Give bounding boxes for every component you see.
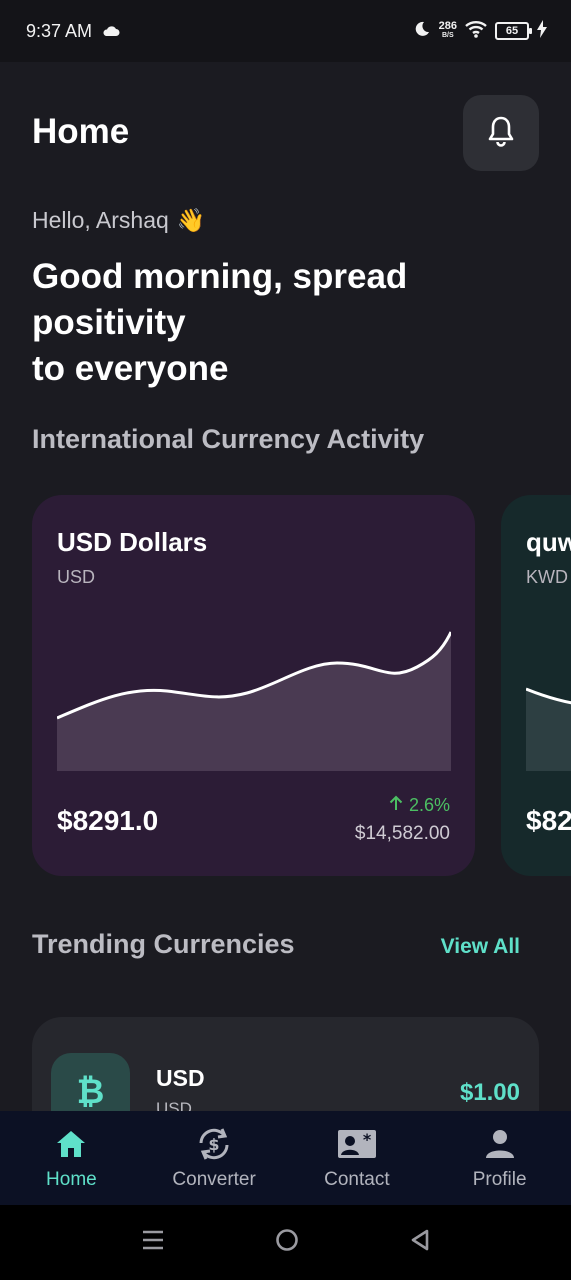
- battery-level: 65: [505, 25, 519, 37]
- headline-line-2: positivity: [32, 303, 186, 342]
- back-icon[interactable]: [409, 1228, 431, 1257]
- card-total: $14,582.00: [354, 823, 450, 844]
- page-title: Home: [32, 112, 130, 151]
- view-all-link[interactable]: View All: [440, 935, 520, 958]
- nav-label: Profile: [472, 1169, 527, 1190]
- nav-contact[interactable]: * Contact: [287, 1125, 427, 1191]
- card-code: KWD: [526, 567, 568, 587]
- wave-emoji: 👋: [176, 207, 206, 233]
- card-code: USD: [57, 567, 96, 587]
- item-price: $1.00: [459, 1079, 520, 1106]
- status-right: 286 B/S 65: [413, 19, 547, 43]
- status-left: 9:37 AM: [26, 21, 120, 42]
- headline: Good morning, spread positivity to every…: [32, 254, 532, 392]
- card-value: $8291.0: [526, 805, 571, 836]
- svg-text:*: *: [363, 1130, 372, 1149]
- notification-button[interactable]: [463, 95, 539, 171]
- nav-label: Contact: [324, 1169, 390, 1190]
- card-name: quwait: [526, 527, 571, 557]
- nav-label: Converter: [172, 1169, 256, 1190]
- card-change-value: 2.6%: [408, 795, 450, 815]
- greeting-text: Hello, Arshaq: [32, 207, 169, 233]
- profile-icon: [485, 1125, 515, 1163]
- nav-label: Home: [46, 1169, 97, 1190]
- moon-icon: [413, 20, 431, 43]
- net-speed-unit: B/S: [441, 32, 454, 39]
- trending-title: Trending Currencies: [32, 929, 295, 959]
- nav-converter[interactable]: $ Converter: [144, 1125, 284, 1191]
- wifi-icon: [465, 20, 487, 43]
- card-value: $8291.0: [57, 805, 159, 836]
- currency-card-kwd[interactable]: quwait KWD $8291.0: [501, 495, 571, 876]
- nav-home[interactable]: Home: [1, 1125, 141, 1191]
- card-sparkline: [57, 631, 451, 771]
- greeting: Hello, Arshaq 👋: [32, 207, 205, 234]
- currency-card-usd[interactable]: USD Dollars USD $8291.0 2.6% $14,582.00: [32, 495, 475, 876]
- nav-profile[interactable]: Profile: [430, 1125, 570, 1191]
- headline-line-1: Good morning, spread: [32, 257, 408, 296]
- system-nav-bar: [0, 1205, 571, 1280]
- network-speed: 286 B/S: [439, 21, 457, 41]
- contact-icon: *: [337, 1125, 377, 1163]
- arrow-up-icon: [389, 795, 403, 816]
- status-time: 9:37 AM: [26, 20, 93, 41]
- battery-icon: 65: [495, 22, 532, 40]
- net-speed-value: 286: [438, 20, 457, 32]
- card-sparkline: [526, 687, 571, 771]
- card-change: 2.6%: [389, 795, 450, 816]
- home-icon: [55, 1125, 87, 1163]
- status-bar: 9:37 AM 286 B/S 65: [0, 0, 571, 62]
- item-name: USD: [156, 1065, 205, 1091]
- bell-icon: [486, 115, 516, 152]
- svg-text:$: $: [209, 1135, 220, 1154]
- headline-line-3: to everyone: [32, 349, 229, 388]
- charging-icon: [537, 19, 547, 43]
- card-name: USD Dollars: [57, 527, 208, 557]
- menu-icon[interactable]: [141, 1229, 165, 1256]
- cloud-icon: [102, 21, 120, 42]
- currency-section-title: International Currency Activity: [32, 424, 425, 454]
- bottom-nav: Home $ Converter * Contact: [0, 1111, 571, 1205]
- converter-icon: $: [195, 1125, 233, 1163]
- home-circle-icon[interactable]: [275, 1228, 299, 1257]
